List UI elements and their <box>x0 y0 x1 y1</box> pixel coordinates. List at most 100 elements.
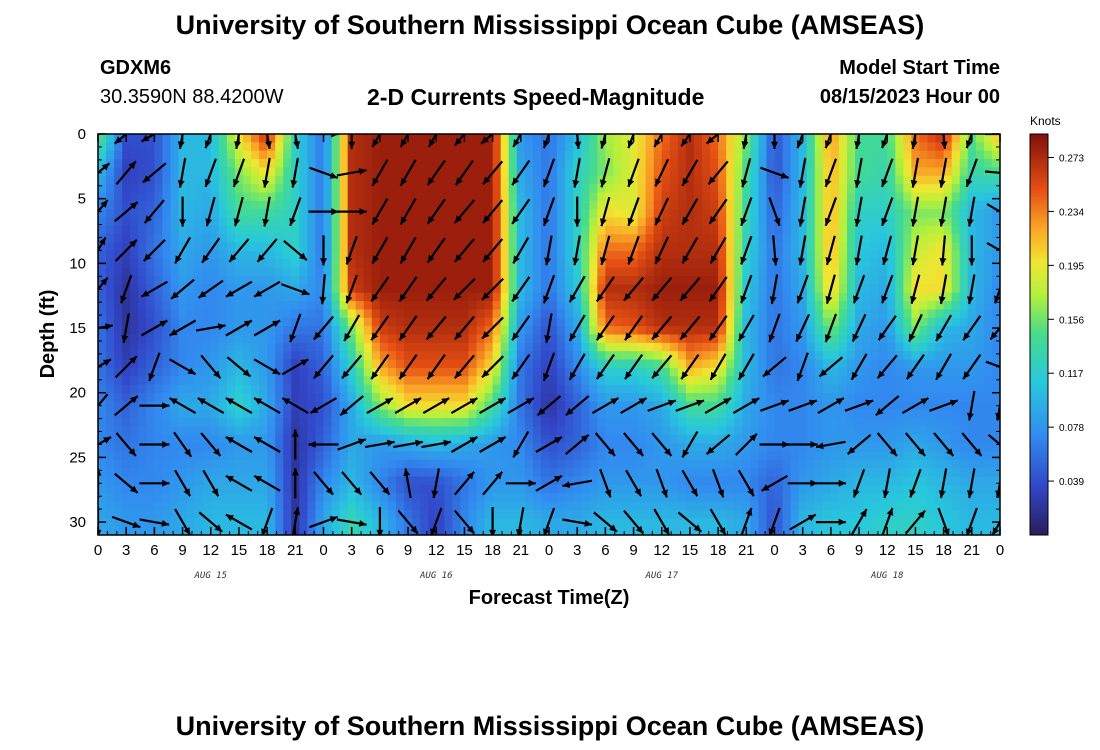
heatmap-cell <box>98 418 107 427</box>
heatmap-cell <box>379 292 389 302</box>
heatmap-cell <box>347 250 357 260</box>
heatmap-cell <box>106 134 115 143</box>
heatmap-cell <box>637 409 647 419</box>
heatmap-cell <box>291 359 300 369</box>
heatmap-cell <box>259 159 268 169</box>
heatmap-cell <box>476 409 486 419</box>
heatmap-cell <box>420 250 429 260</box>
heatmap-cell <box>838 434 848 444</box>
heatmap-cell <box>226 150 236 160</box>
heatmap-cell <box>758 334 768 344</box>
heatmap-cell <box>540 326 550 336</box>
heatmap-cell <box>436 242 445 252</box>
heatmap-cell <box>178 225 188 235</box>
heatmap-cell <box>991 392 1000 402</box>
heatmap-cell <box>98 209 107 219</box>
heatmap-cell <box>613 175 623 185</box>
heatmap-cell <box>420 175 429 185</box>
heatmap-cell <box>98 301 107 311</box>
heatmap-cell <box>967 493 977 503</box>
heatmap-cell <box>943 250 953 260</box>
heatmap-cell <box>299 276 308 285</box>
heatmap-cell <box>283 167 292 177</box>
heatmap-cell <box>943 443 953 453</box>
heatmap-cell <box>412 476 421 486</box>
heatmap-cell <box>363 317 373 327</box>
heatmap-cell <box>202 309 212 319</box>
heatmap-cell <box>476 234 486 244</box>
heatmap-cell <box>613 142 623 152</box>
heatmap-cell <box>299 426 308 436</box>
heatmap-cell <box>830 276 840 285</box>
heatmap-cell <box>573 150 582 160</box>
heatmap-cell <box>581 409 590 419</box>
heatmap-cell <box>420 200 429 210</box>
heatmap-cell <box>814 225 824 235</box>
heatmap-cell <box>879 301 888 311</box>
heatmap-cell <box>806 401 816 411</box>
heatmap-cell <box>645 167 655 177</box>
heatmap-cell <box>710 384 719 394</box>
heatmap-cell <box>162 200 172 210</box>
heatmap-cell <box>339 267 349 277</box>
heatmap-cell <box>710 234 719 244</box>
heatmap-cell <box>565 401 574 411</box>
heatmap-cell <box>291 501 300 511</box>
heatmap-cell <box>267 367 276 377</box>
heatmap-cell <box>597 493 606 503</box>
heatmap-cell <box>130 426 139 436</box>
heatmap-cell <box>846 434 856 444</box>
heatmap-cell <box>178 184 188 194</box>
heatmap-cell <box>412 184 421 194</box>
heatmap-cell <box>379 334 389 344</box>
heatmap-cell <box>677 276 687 285</box>
heatmap-cell <box>742 384 751 394</box>
heatmap-cell <box>734 317 743 327</box>
heatmap-cell <box>549 301 558 311</box>
heatmap-cell <box>581 267 590 277</box>
heatmap-cell <box>621 451 631 461</box>
heatmap-cell <box>911 451 921 461</box>
heatmap-cell <box>927 392 937 402</box>
heatmap-cell <box>613 493 623 503</box>
heatmap-cell <box>412 468 421 478</box>
heatmap-cell <box>903 134 913 143</box>
heatmap-cell <box>492 259 502 269</box>
heatmap-cell <box>404 367 413 377</box>
heatmap-cell <box>822 376 832 386</box>
heatmap-cell <box>98 451 107 461</box>
heatmap-cell <box>645 392 655 402</box>
heatmap-cell <box>387 142 397 152</box>
heatmap-cell <box>146 351 155 361</box>
heatmap-cell <box>750 301 759 311</box>
heatmap-cell <box>162 242 172 252</box>
heatmap-cell <box>508 225 518 235</box>
heatmap-cell <box>500 326 510 336</box>
heatmap-cell <box>114 217 123 227</box>
heatmap-cell <box>629 250 639 260</box>
heatmap-cell <box>758 267 768 277</box>
heatmap-cell <box>983 259 993 269</box>
heatmap-cell <box>299 493 308 503</box>
heatmap-cell <box>460 418 470 427</box>
heatmap-cell <box>283 234 292 244</box>
heatmap-cell <box>226 367 236 377</box>
heatmap-cell <box>943 200 953 210</box>
heatmap-cell <box>347 259 357 269</box>
heatmap-cell <box>251 443 260 453</box>
heatmap-cell <box>130 376 139 386</box>
heatmap-cell <box>387 317 397 327</box>
heatmap-cell <box>146 459 155 469</box>
heatmap-cell <box>226 334 236 344</box>
heatmap-cell <box>943 175 953 185</box>
heatmap-cell <box>935 459 945 469</box>
heatmap-cell <box>589 326 598 336</box>
heatmap-cell <box>444 326 453 336</box>
heatmap-cell <box>460 259 470 269</box>
heatmap-cell <box>516 459 526 469</box>
heatmap-cell <box>726 376 735 386</box>
heatmap-cell <box>226 209 236 219</box>
heatmap-cell <box>838 401 848 411</box>
heatmap-cell <box>138 392 147 402</box>
heatmap-cell <box>935 409 945 419</box>
